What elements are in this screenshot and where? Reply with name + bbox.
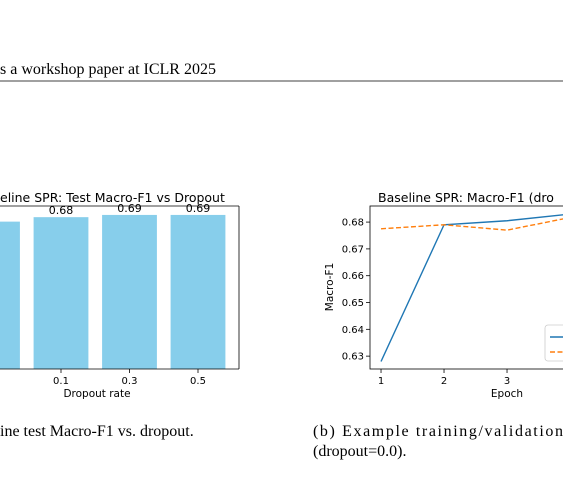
- caption-b-line2: (dropout=0.0).: [313, 443, 406, 460]
- bar: [33, 217, 89, 369]
- y-tick-label: 0.65: [342, 298, 364, 309]
- series-line: [380, 218, 563, 231]
- y-axis-label: Macro-F1: [324, 263, 336, 311]
- chart-title: eline SPR: Test Macro-F1 vs Dropout: [0, 190, 225, 205]
- running-header: s a workshop paper at ICLR 2025: [0, 61, 216, 78]
- x-axis-label: Epoch: [491, 388, 523, 400]
- chart-title: Baseline SPR: Macro-F1 (dro: [378, 190, 554, 205]
- caption-b-line1: (b) Example training/validation: [313, 423, 563, 440]
- x-tick-label: 2: [441, 376, 447, 387]
- series-line: [380, 214, 563, 362]
- x-tick-label: 1: [378, 376, 384, 387]
- x-tick-label: 3: [504, 376, 510, 387]
- x-tick-label: 0.5: [190, 376, 206, 387]
- plot-frame: [369, 205, 563, 370]
- bar: [102, 214, 157, 369]
- x-tick-label: 0.3: [122, 376, 138, 387]
- y-tick-label: 0.68: [342, 218, 364, 229]
- bar: [0, 221, 20, 369]
- x-tick-label: 0.1: [53, 376, 69, 387]
- y-tick-label: 0.67: [342, 244, 364, 255]
- caption-a: ine test Macro-F1 vs. dropout.: [0, 423, 194, 440]
- y-tick-label: 0.66: [342, 271, 364, 282]
- bar: [170, 214, 226, 369]
- x-axis-label: Dropout rate: [63, 388, 130, 400]
- data-label: 0.69: [117, 202, 142, 215]
- y-tick-label: 0.64: [342, 325, 364, 336]
- data-label: 0.69: [186, 202, 211, 215]
- data-label: 0.68: [49, 204, 74, 217]
- legend-box: [544, 324, 563, 362]
- y-tick-label: 0.63: [342, 352, 364, 363]
